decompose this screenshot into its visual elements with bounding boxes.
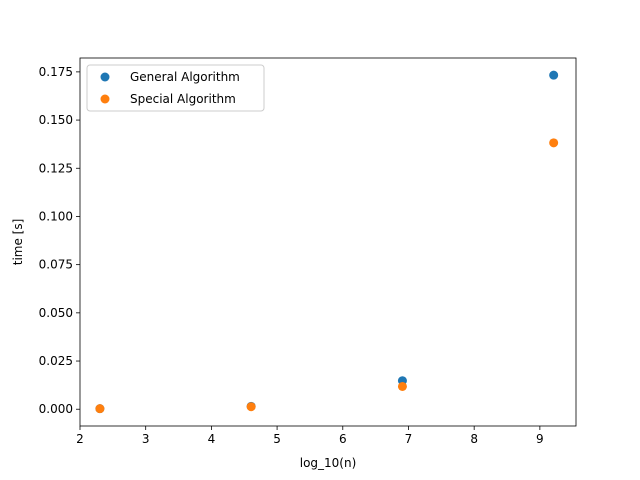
x-axis-label: log_10(n) (300, 456, 357, 470)
data-point-series-0 (549, 70, 559, 80)
y-tick-label: 0.000 (39, 402, 73, 416)
data-point-series-1 (95, 404, 105, 414)
legend-label-1: Special Algorithm (130, 92, 236, 106)
axes-frame (79, 57, 577, 427)
legend-label-0: General Algorithm (130, 70, 240, 84)
y-tick-label: 0.025 (39, 354, 73, 368)
x-tick-label: 4 (208, 432, 216, 446)
y-tick-label: 0.075 (39, 258, 73, 272)
legend: General Algorithm Special Algorithm (86, 64, 265, 112)
x-tick-label: 3 (142, 432, 150, 446)
x-tick-label: 5 (273, 432, 281, 446)
y-axis: 0.000 0.025 0.050 0.075 0.100 0.125 0.150 0.175 (39, 65, 80, 416)
y-tick-label: 0.150 (39, 113, 73, 127)
x-tick-label: 8 (470, 432, 478, 446)
x-tick-label: 2 (76, 432, 84, 446)
x-tick-label: 6 (339, 432, 347, 446)
y-tick-label: 0.125 (39, 161, 73, 175)
legend-box (86, 64, 265, 112)
data-points (95, 70, 559, 414)
x-tick-label: 9 (536, 432, 544, 446)
data-point-series-1 (246, 402, 256, 412)
data-point-series-1 (397, 381, 407, 391)
x-axis: 2 3 4 5 6 7 8 9 (76, 426, 544, 446)
y-axis-label: time [s] (11, 219, 25, 266)
y-tick-label: 0.050 (39, 306, 73, 320)
x-tick-label: 7 (405, 432, 413, 446)
data-point-series-1 (549, 138, 559, 148)
legend-marker-1 (100, 94, 110, 104)
y-tick-label: 0.175 (39, 65, 73, 79)
legend-marker-0 (100, 72, 110, 82)
y-tick-label: 0.100 (39, 209, 73, 223)
